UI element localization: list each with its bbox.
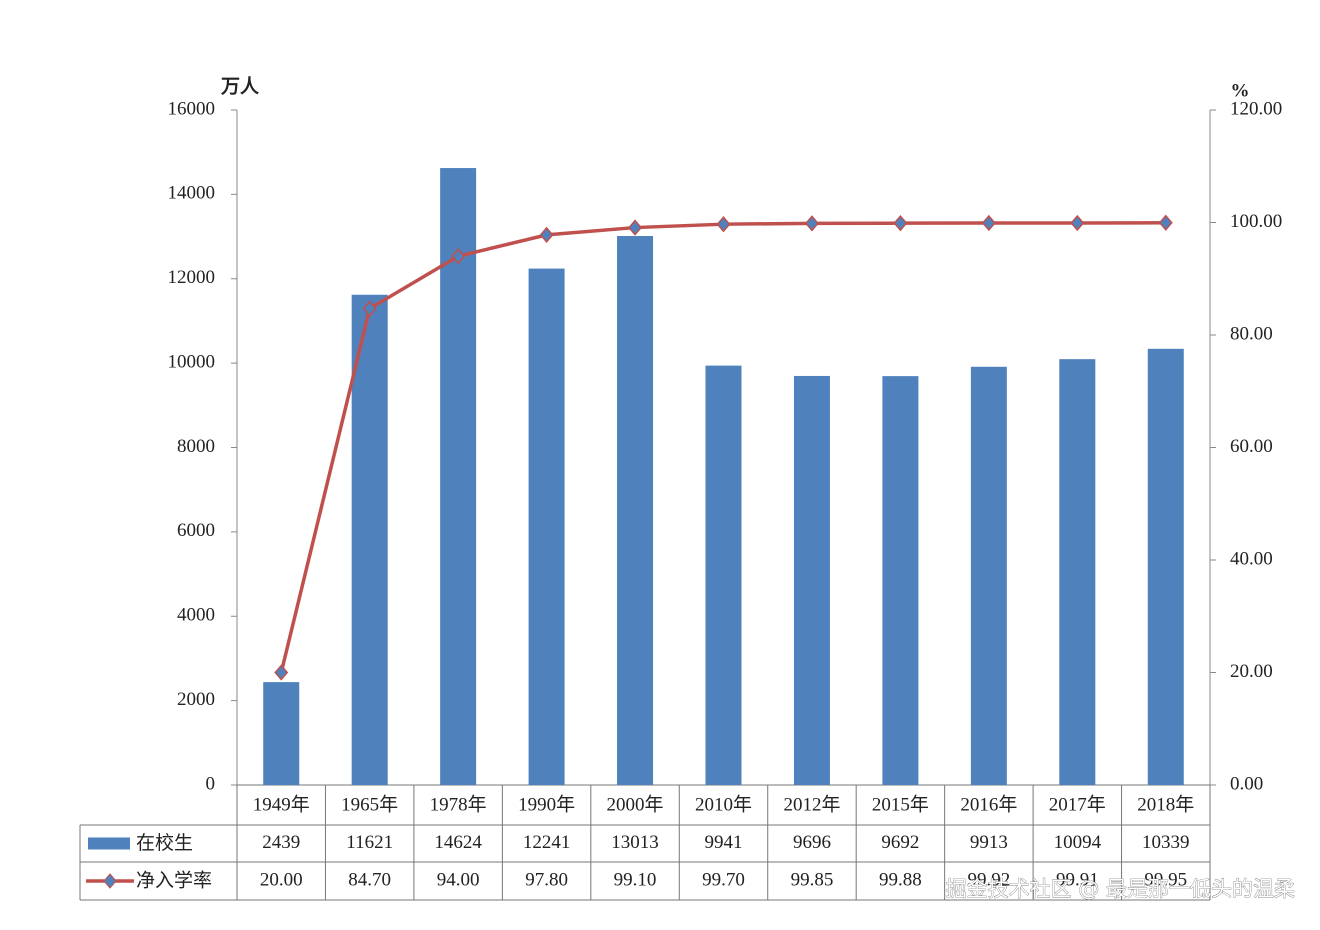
table-value: 9941 [705,832,743,853]
table-value: 99.85 [791,869,834,890]
watermark: 掘金技术社区 @ 最是那一低头的温柔 [946,877,1295,901]
table-value: 99.92 [967,869,1010,890]
y-tick-label: 2000 [177,689,215,710]
y2-tick-label: 120.00 [1230,98,1282,119]
table-value: 84.70 [348,869,391,890]
marker [362,300,377,317]
x-tick-label: 2010年 [695,793,752,815]
x-tick-label: 1965年 [341,793,398,815]
x-tick-label: 2017年 [1049,793,1106,815]
x-tick-label: 1990年 [518,793,575,815]
y-tick-label: 14000 [168,183,216,204]
bar [1059,359,1096,785]
table-value: 2439 [262,832,300,853]
marker [451,248,466,265]
table-value: 9692 [881,832,919,853]
bar [793,375,830,785]
x-tick-label: 2012年 [783,793,840,815]
table-value: 14624 [434,832,482,853]
table-value: 9913 [970,832,1008,853]
table-value: 10339 [1142,832,1190,853]
marker [274,664,289,681]
y2-axis-unit: % [1231,80,1250,101]
y2-tick-label: 40.00 [1230,548,1273,569]
table-value: 20.00 [260,869,303,890]
x-tick-label: 2016年 [960,793,1017,815]
y-tick-label: 0 [206,773,216,794]
x-tick-label: 2000年 [607,793,664,815]
bar [528,268,565,785]
y2-tick-label: 100.00 [1230,211,1282,232]
legend-swatch [88,837,130,850]
table-value: 99.70 [702,869,745,890]
bar [440,168,477,786]
table-value: 9696 [793,832,831,853]
table-value: 11621 [346,832,393,853]
table-value: 12241 [523,832,571,853]
marker [1070,214,1085,232]
y2-tick-label: 60.00 [1230,436,1273,457]
x-tick-label: 1949年 [253,793,310,815]
table-value: 99.95 [1144,869,1187,890]
bar [882,376,919,785]
bar [617,236,654,786]
marker [539,226,554,244]
legend-label: 净入学率 [136,870,212,892]
x-tick-label: 2015年 [872,793,929,815]
table-value: 13013 [611,832,659,853]
y-tick-label: 4000 [177,605,215,626]
marker [1158,214,1173,231]
table-value: 99.91 [1056,869,1099,890]
y-tick-label: 10000 [168,351,216,372]
marker [981,214,996,232]
marker [804,215,819,232]
marker [628,219,643,236]
table-value: 10094 [1054,832,1102,853]
bar [1147,348,1184,785]
bar [263,682,300,785]
bar [970,366,1007,785]
table-value: 99.88 [879,869,922,890]
bar [351,294,388,785]
table-value: 99.10 [614,869,657,890]
y-axis-unit: 万人 [220,75,260,97]
legend-label: 在校生 [136,832,193,854]
legend-marker [103,873,117,889]
y-tick-label: 12000 [168,267,216,288]
x-tick-label: 1978年 [430,793,487,815]
y-tick-label: 6000 [177,520,215,541]
x-tick-label: 2018年 [1137,793,1194,815]
y2-tick-label: 80.00 [1230,323,1273,344]
marker [716,216,731,233]
y2-tick-label: 0.00 [1230,773,1263,794]
y2-tick-label: 20.00 [1230,661,1273,682]
table-value: 94.00 [437,869,480,890]
table-value: 97.80 [525,869,568,890]
bar [705,365,742,785]
marker [893,215,908,232]
y-tick-label: 8000 [177,436,215,457]
y-tick-label: 16000 [168,98,216,119]
